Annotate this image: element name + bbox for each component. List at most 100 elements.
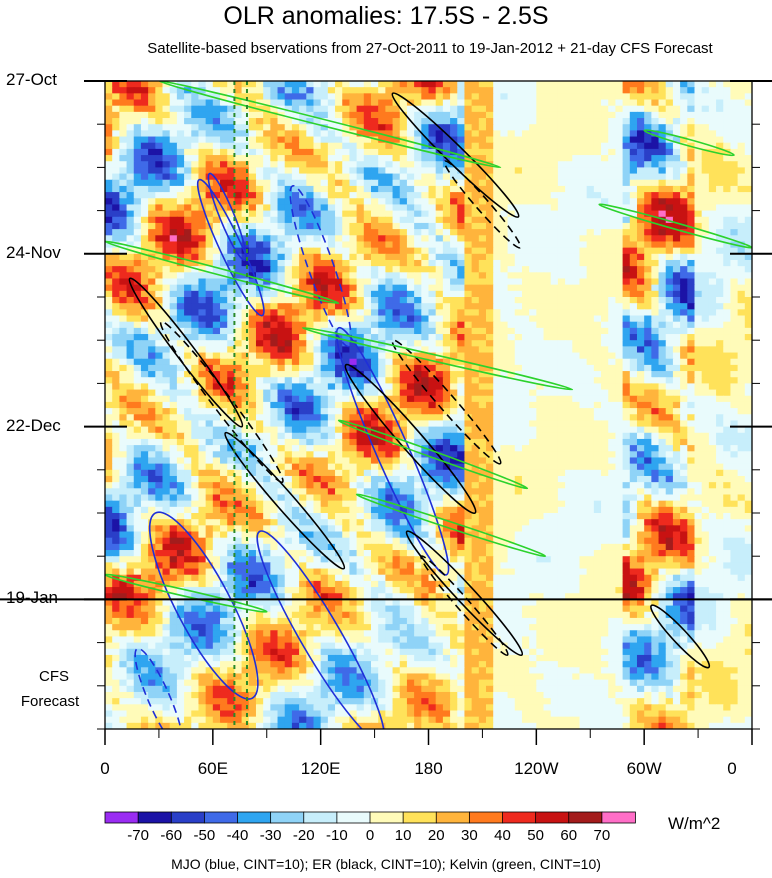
heat-cell (442, 148, 451, 156)
heat-cell (723, 358, 732, 366)
heat-cell (521, 401, 530, 409)
heat-cell (716, 155, 724, 162)
heat-cell (565, 327, 573, 335)
heat-cell (335, 340, 343, 347)
heat-cell (349, 155, 358, 162)
heat-cell (284, 173, 293, 181)
heat-cell (270, 253, 279, 261)
heat-cell (349, 81, 358, 88)
heat-cell (701, 414, 710, 422)
heat-cell (220, 118, 228, 125)
heat-cell (716, 383, 724, 391)
heat-cell (493, 222, 501, 230)
heat-cell (536, 198, 545, 206)
heat-cell (356, 198, 365, 206)
heat-cell (644, 155, 652, 162)
heat-cell (730, 401, 739, 409)
heat-cell (716, 204, 724, 212)
heat-cell (543, 111, 552, 119)
heat-cell (356, 371, 365, 378)
heat-cell (737, 216, 746, 224)
heat-cell (169, 192, 178, 199)
heat-cell (399, 364, 408, 372)
heat-cell (493, 327, 501, 335)
heatmap-field (105, 81, 752, 729)
heat-cell (565, 303, 573, 310)
heat-cell (486, 124, 494, 131)
heat-cell (191, 210, 200, 218)
heat-cell (636, 204, 645, 212)
heat-cell (126, 167, 135, 175)
heat-cell (514, 278, 523, 286)
heat-cell (672, 327, 681, 335)
heat-cell (392, 266, 401, 273)
heat-cell (514, 99, 523, 107)
heat-cell (428, 247, 437, 255)
heat-cell (579, 210, 588, 218)
heat-cell (133, 352, 142, 360)
heat-cell (478, 216, 487, 224)
heat-cell (694, 105, 703, 113)
heat-cell (284, 185, 293, 193)
heat-cell (536, 222, 545, 230)
heat-cell (593, 87, 602, 94)
heat-cell (557, 81, 566, 88)
heat-cell (608, 364, 617, 372)
heat-cell (723, 93, 732, 101)
heat-cell (112, 87, 120, 94)
heat-cell (212, 420, 221, 428)
heat-cell (162, 130, 171, 138)
heat-cell (299, 408, 307, 415)
heat-cell (378, 377, 386, 384)
heat-cell (435, 87, 444, 94)
heat-cell (378, 284, 386, 292)
heat-cell (140, 284, 149, 292)
heat-cell (126, 346, 135, 354)
heat-cell (658, 229, 667, 236)
heat-cell (572, 192, 581, 199)
heat-cell (105, 303, 113, 310)
heat-cell (593, 278, 602, 286)
heat-cell (442, 297, 451, 304)
heat-cell (629, 99, 638, 107)
heat-cell (105, 414, 113, 422)
heat-cell (514, 111, 523, 119)
heat-cell (744, 87, 752, 94)
heat-cell (651, 401, 660, 409)
heat-cell (313, 352, 322, 360)
heat-cell (694, 81, 703, 88)
heat-cell (694, 155, 703, 162)
heat-cell (550, 290, 559, 298)
heat-cell (478, 297, 487, 304)
heat-cell (471, 259, 480, 267)
heat-cell (536, 389, 545, 397)
heat-cell (284, 321, 293, 329)
heat-cell (493, 266, 501, 273)
heat-cell (543, 340, 552, 347)
heat-cell (299, 358, 307, 366)
heat-cell (737, 93, 746, 101)
heat-cell (493, 124, 501, 131)
heat-cell (385, 235, 394, 243)
heat-cell (212, 87, 221, 94)
heat-cell (730, 247, 739, 255)
heat-cell (342, 148, 351, 156)
heat-cell (327, 93, 336, 101)
heat-cell (198, 346, 207, 354)
heat-cell (723, 364, 732, 372)
heat-cell (593, 235, 602, 243)
heat-cell (478, 93, 487, 101)
heat-cell (356, 383, 365, 391)
heat-cell (385, 216, 394, 224)
heat-cell (457, 303, 466, 310)
heat-cell (708, 124, 717, 131)
heat-cell (572, 93, 581, 101)
heat-cell (220, 346, 228, 354)
heat-cell (248, 241, 257, 249)
heat-cell (205, 352, 214, 360)
heat-cell (457, 395, 466, 403)
heat-cell (162, 327, 171, 335)
heat-cell (565, 247, 573, 255)
heat-cell (543, 253, 552, 261)
heat-cell (356, 229, 365, 236)
